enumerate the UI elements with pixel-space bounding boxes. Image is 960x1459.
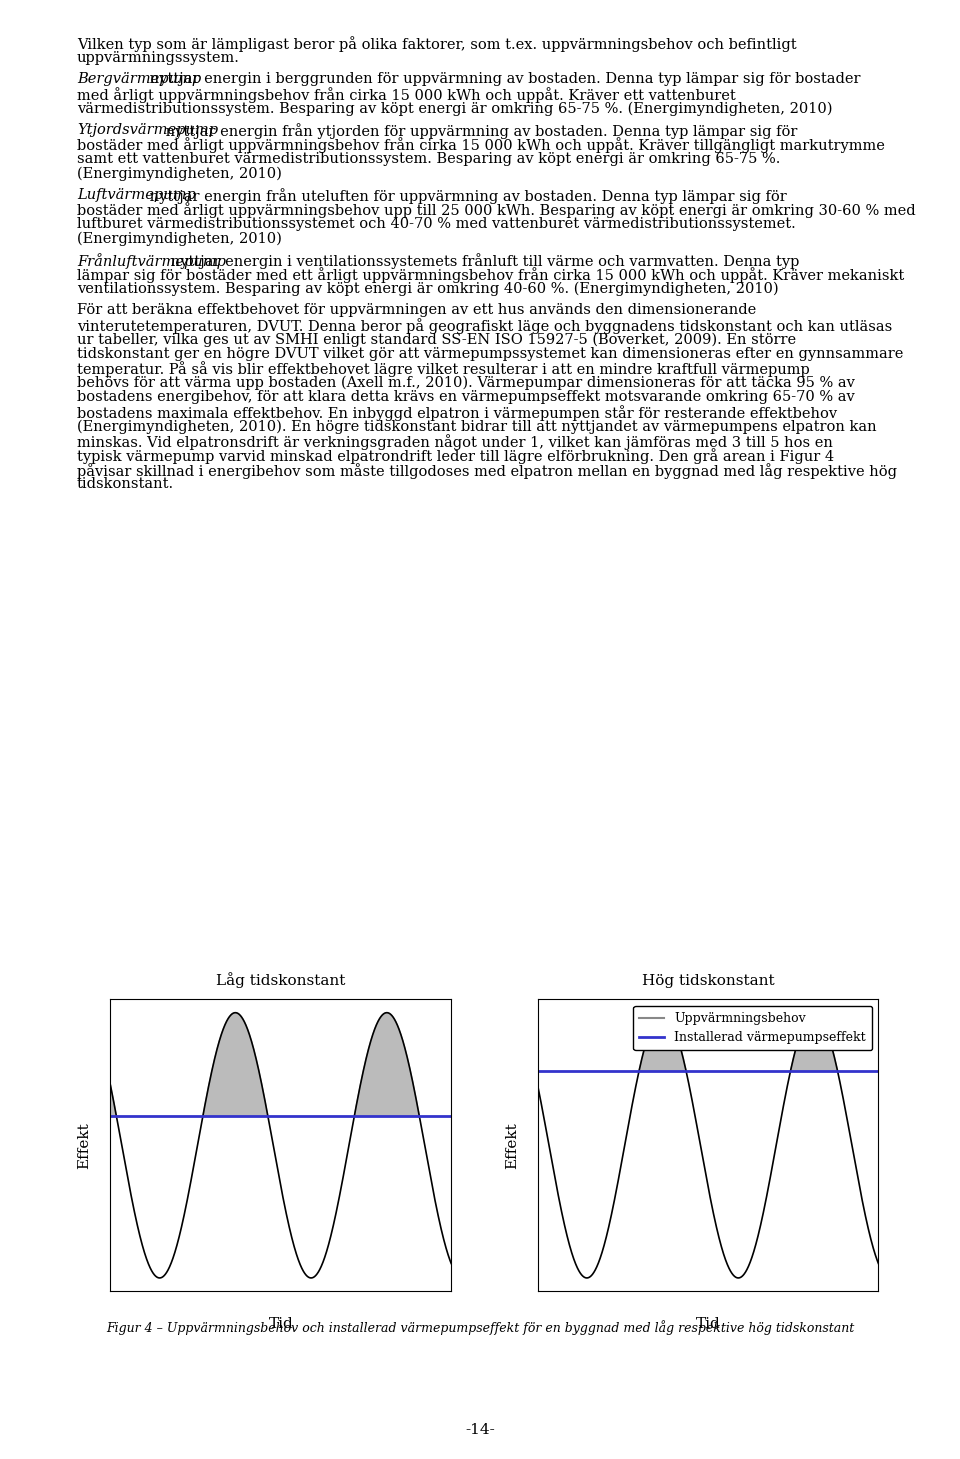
Text: vinterutetemperaturen, DVUT. Denna beror på geografiskt läge och byggnadens tids: vinterutetemperaturen, DVUT. Denna beror…	[77, 318, 892, 334]
Text: (Energimyndigheten, 2010). En högre tidskonstant bidrar till att nyttjandet av v: (Energimyndigheten, 2010). En högre tids…	[77, 420, 876, 433]
Text: påvisar skillnad i energibehov som måste tillgodoses med elpatron mellan en bygg: påvisar skillnad i energibehov som måste…	[77, 463, 897, 479]
Text: tidskonstant ger en högre DVUT vilket gör att värmepumpssystemet kan dimensioner: tidskonstant ger en högre DVUT vilket gö…	[77, 347, 903, 360]
Text: nyttjar energin i berggrunden för uppvärmning av bostaden. Denna typ lämpar sig : nyttjar energin i berggrunden för uppvär…	[145, 73, 860, 86]
Text: Ytjordsvärmepump: Ytjordsvärmepump	[77, 123, 218, 137]
Text: Figur 4 – Uppvärmningsbehov och installerad värmepumpseffekt för en byggnad med : Figur 4 – Uppvärmningsbehov och installe…	[106, 1320, 854, 1335]
Text: bostäder med årligt uppvärmningsbehov från cirka 15 000 kWh och uppåt. Kräver ti: bostäder med årligt uppvärmningsbehov fr…	[77, 137, 885, 153]
Text: Effekt: Effekt	[505, 1122, 518, 1169]
Text: Luftvärmepump: Luftvärmepump	[77, 188, 196, 201]
Text: typisk värmepump varvid minskad elpatrondrift leder till lägre elförbrukning. De: typisk värmepump varvid minskad elpatron…	[77, 448, 834, 464]
Text: samt ett vattenburet värmedistributionssystem. Besparing av köpt energi är omkri: samt ett vattenburet värmedistributionss…	[77, 152, 780, 166]
Text: För att beräkna effektbehovet för uppvärmningen av ett hus används den dimension: För att beräkna effektbehovet för uppvär…	[77, 303, 756, 318]
Text: nyttjar energin från ytjorden för uppvärmning av bostaden. Denna typ lämpar sig : nyttjar energin från ytjorden för uppvär…	[160, 123, 797, 139]
Text: uppvärmningssystem.: uppvärmningssystem.	[77, 51, 240, 66]
Text: Vilken typ som är lämpligast beror på olika faktorer, som t.ex. uppvärmningsbeho: Vilken typ som är lämpligast beror på ol…	[77, 36, 797, 53]
Text: Tid: Tid	[269, 1317, 293, 1332]
Text: behövs för att värma upp bostaden (Axell m.f., 2010). Värmepumpar dimensioneras : behövs för att värma upp bostaden (Axell…	[77, 376, 854, 391]
Text: minskas. Vid elpatronsdrift är verkningsgraden något under 1, vilket kan jämföra: minskas. Vid elpatronsdrift är verknings…	[77, 433, 832, 449]
Text: värmedistributionssystem. Besparing av köpt energi är omkring 65-75 %. (Energimy: värmedistributionssystem. Besparing av k…	[77, 102, 832, 115]
Text: ventilationssystem. Besparing av köpt energi är omkring 40-60 %. (Energimyndighe: ventilationssystem. Besparing av köpt en…	[77, 282, 779, 296]
Text: Hög tidskonstant: Hög tidskonstant	[641, 973, 775, 988]
Text: nyttjar energin i ventilationssystemets frånluft till värme och varmvatten. Denn: nyttjar energin i ventilationssystemets …	[166, 252, 800, 268]
Text: (Energimyndigheten, 2010): (Energimyndigheten, 2010)	[77, 232, 281, 247]
Text: -14-: -14-	[466, 1423, 494, 1437]
Text: nyttjar energin från uteluften för uppvärmning av bostaden. Denna typ lämpar sig: nyttjar energin från uteluften för uppvä…	[145, 188, 787, 204]
Text: Tid: Tid	[696, 1317, 720, 1332]
Text: ur tabeller, vilka ges ut av SMHI enligt standard SS-EN ISO 15927-5 (Boverket, 2: ur tabeller, vilka ges ut av SMHI enligt…	[77, 333, 796, 347]
Text: lämpar sig för bostäder med ett årligt uppvärmningsbehov från cirka 15 000 kWh o: lämpar sig för bostäder med ett årligt u…	[77, 267, 904, 283]
Text: (Energimyndigheten, 2010): (Energimyndigheten, 2010)	[77, 166, 281, 181]
Text: bostadens energibehov, för att klara detta krävs en värmepumpseffekt motsvarande: bostadens energibehov, för att klara det…	[77, 391, 854, 404]
Text: temperatur. På så vis blir effektbehovet lägre vilket resulterar i att en mindre: temperatur. På så vis blir effektbehovet…	[77, 362, 809, 378]
Text: Låg tidskonstant: Låg tidskonstant	[216, 972, 346, 988]
Legend: Uppvärmningsbehov, Installerad värmepumpseffekt: Uppvärmningsbehov, Installerad värmepump…	[633, 1005, 872, 1050]
Text: Effekt: Effekt	[78, 1122, 91, 1169]
Text: med årligt uppvärmningsbehov från cirka 15 000 kWh och uppåt. Kräver ett vattenb: med årligt uppvärmningsbehov från cirka …	[77, 88, 735, 102]
Text: bostadens maximala effektbehov. En inbyggd elpatron i värmepumpen står för reste: bostadens maximala effektbehov. En inbyg…	[77, 406, 837, 420]
Text: Bergvärmepump: Bergvärmepump	[77, 73, 201, 86]
Text: luftburet värmedistributionssystemet och 40-70 % med vattenburet värmedistributi: luftburet värmedistributionssystemet och…	[77, 217, 796, 231]
Text: Frånluftvärmepump: Frånluftvärmepump	[77, 252, 226, 268]
Text: bostäder med årligt uppvärmningsbehov upp till 25 000 kWh. Besparing av köpt ene: bostäder med årligt uppvärmningsbehov up…	[77, 203, 916, 219]
Text: tidskonstant.: tidskonstant.	[77, 477, 174, 492]
